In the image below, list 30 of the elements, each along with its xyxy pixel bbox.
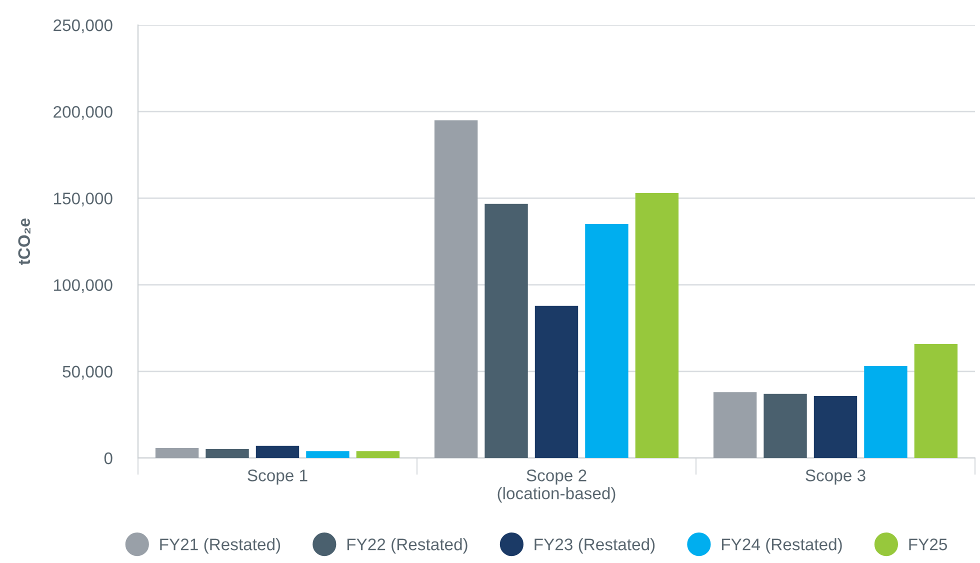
bar (256, 446, 300, 458)
x-tick-label: Scope 1 (248, 470, 308, 485)
x-tick-label: Scope 2 (location-based) (498, 470, 616, 503)
bar (585, 224, 628, 458)
legend-label: FY21 (Restated) (160, 538, 280, 554)
legend-label: FY24 (Restated) (722, 538, 842, 554)
bar (206, 448, 249, 458)
bar (914, 344, 958, 458)
y-tick-label: 100,000 (54, 279, 112, 293)
bar (713, 392, 757, 458)
legend-label: FY22 (Restated) (347, 538, 468, 554)
y-axis-title: tCO₂e (18, 218, 30, 265)
bar (864, 366, 908, 458)
y-tick-label: 200,000 (54, 106, 112, 120)
y-tick-label: 250,000 (54, 19, 112, 34)
bar (434, 120, 478, 458)
bar (484, 204, 528, 458)
legend-label: FY23 (Restated) (534, 538, 655, 554)
legend-label: FY25 (909, 538, 948, 550)
y-tick-label: 0 (104, 452, 112, 464)
bar (356, 451, 400, 458)
y-tick-label: 150,000 (54, 192, 112, 206)
bar (635, 193, 679, 458)
bar (814, 396, 858, 458)
x-tick-label: Scope 3 (806, 470, 866, 485)
bar (764, 394, 807, 458)
bar (155, 448, 199, 458)
bar (534, 306, 578, 458)
bar (306, 451, 350, 458)
y-tick-label: 50,000 (62, 366, 112, 380)
